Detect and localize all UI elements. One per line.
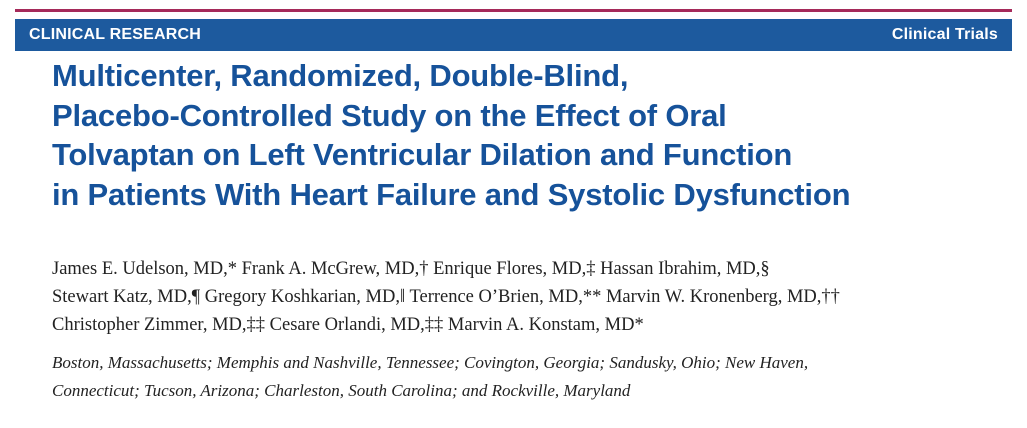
top-accent-rule [15, 9, 1012, 12]
title-line-4: in Patients With Heart Failure and Systo… [52, 176, 851, 212]
author-line-3: Christopher Zimmer, MD,‡‡ Cesare Orlandi… [52, 315, 644, 335]
title-line-2: Placebo-Controlled Study on the Effect o… [52, 97, 727, 133]
title-line-1: Multicenter, Randomized, Double-Blind, [52, 58, 629, 93]
article-title: Multicenter, Randomized, Double-Blind, P… [52, 56, 992, 214]
author-line-2: Stewart Katz, MD,¶ Gregory Koshkarian, M… [52, 287, 840, 307]
title-line-3: Tolvaptan on Left Ventricular Dilation a… [52, 137, 793, 172]
section-label-clinical-research: CLINICAL RESEARCH [29, 26, 202, 43]
section-banner: CLINICAL RESEARCH Clinical Trials [15, 19, 1012, 51]
affiliations: Boston, Massachusetts; Memphis and Nashv… [52, 349, 1012, 405]
author-list: James E. Udelson, MD,* Frank A. McGrew, … [52, 255, 1002, 339]
section-label-clinical-trials: Clinical Trials [891, 26, 998, 43]
affiliation-line-1: Boston, Massachusetts; Memphis and Nashv… [52, 353, 809, 372]
author-line-1: James E. Udelson, MD,* Frank A. McGrew, … [52, 259, 770, 279]
affiliation-line-2: Connecticut; Tucson, Arizona; Charleston… [52, 381, 631, 400]
